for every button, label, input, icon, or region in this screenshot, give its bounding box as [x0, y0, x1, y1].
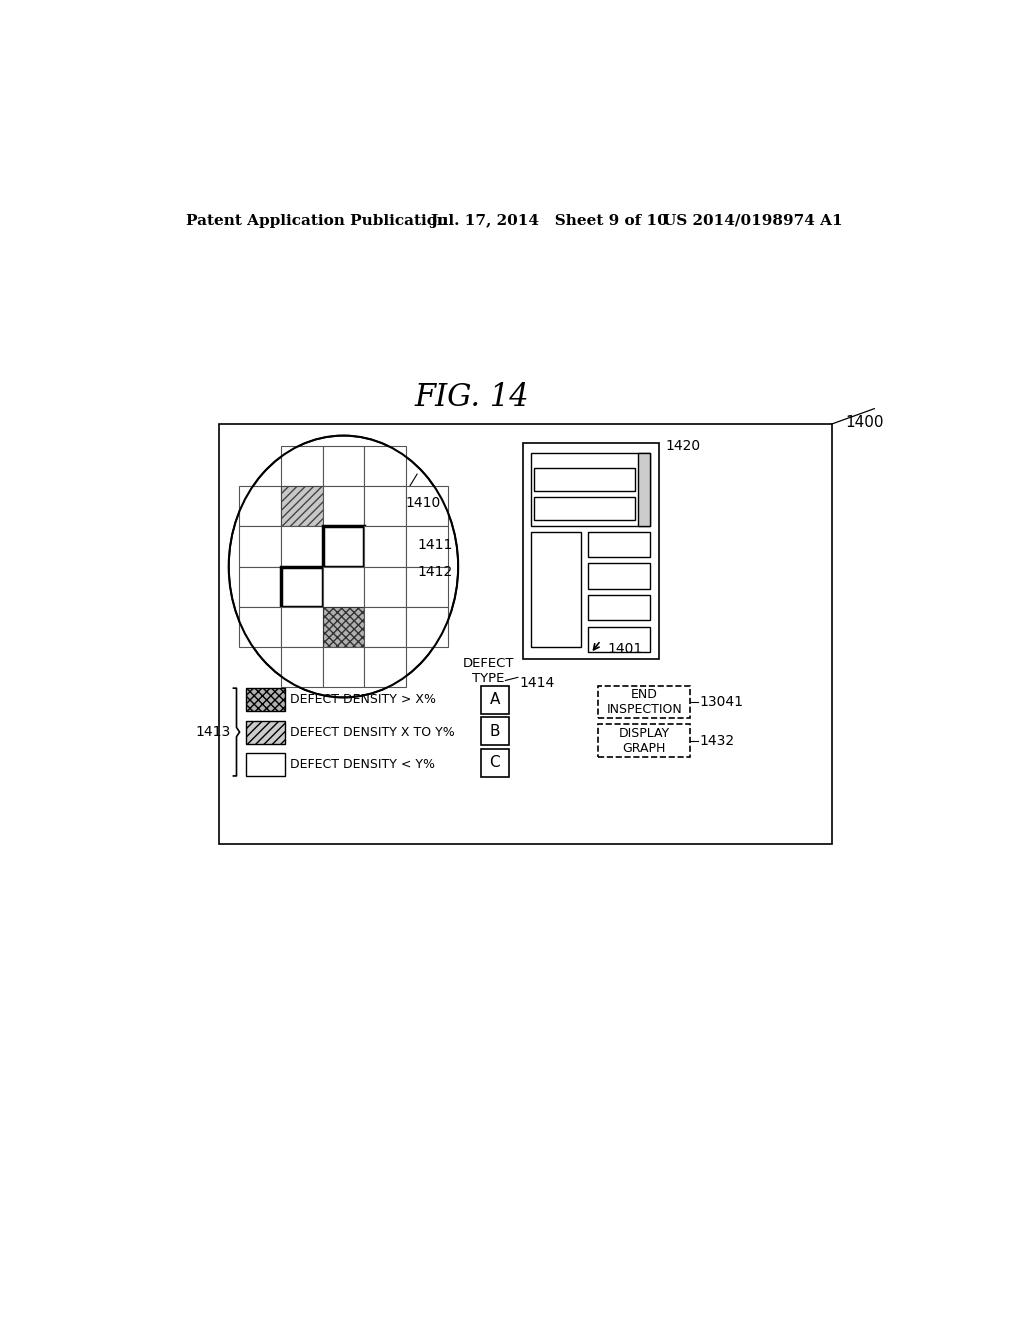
Text: C: C [489, 755, 500, 771]
Text: 1413: 1413 [195, 725, 230, 739]
Bar [323, 647, 365, 686]
Bar [535, 498, 635, 520]
Text: B: B [489, 723, 500, 739]
Bar [365, 527, 407, 566]
Bar [281, 647, 323, 686]
Bar [480, 718, 509, 744]
Bar [323, 446, 365, 487]
Text: 1412: 1412 [417, 565, 453, 579]
Bar [407, 527, 449, 566]
Bar [535, 469, 635, 491]
Bar [365, 446, 407, 487]
Bar [480, 686, 509, 714]
Bar [323, 527, 365, 566]
Bar [598, 686, 690, 718]
Bar [407, 607, 449, 647]
Text: 1400: 1400 [846, 414, 884, 430]
Text: US 2014/0198974 A1: US 2014/0198974 A1 [663, 214, 843, 228]
Bar [281, 487, 323, 527]
Bar [588, 595, 649, 620]
Text: 13041: 13041 [699, 696, 743, 709]
Bar [239, 566, 281, 607]
Bar [281, 446, 323, 487]
Text: A: A [489, 692, 500, 708]
Bar [588, 532, 649, 557]
Bar [638, 453, 649, 525]
Bar [239, 527, 281, 566]
Bar [239, 487, 281, 527]
Bar [480, 748, 509, 776]
Text: 1420: 1420 [665, 440, 700, 454]
Bar [323, 487, 365, 527]
Ellipse shape [228, 436, 458, 697]
Bar [531, 532, 582, 647]
Bar [246, 721, 285, 743]
Bar [365, 566, 407, 607]
Text: DEFECT DENSITY < Y%: DEFECT DENSITY < Y% [290, 758, 435, 771]
Bar [281, 566, 323, 607]
Bar [365, 647, 407, 686]
Bar [365, 487, 407, 527]
Text: DEFECT
TYPE: DEFECT TYPE [463, 657, 514, 685]
Bar [219, 424, 831, 843]
Text: 1414: 1414 [519, 676, 555, 690]
Text: 1411: 1411 [417, 539, 453, 552]
Bar [588, 564, 649, 589]
Bar [246, 752, 285, 776]
Bar [281, 527, 323, 566]
Bar [365, 607, 407, 647]
Bar [531, 453, 649, 525]
Bar [281, 607, 323, 647]
Text: DISPLAY
GRAPH: DISPLAY GRAPH [618, 726, 670, 755]
Bar [323, 566, 365, 607]
Text: Patent Application Publication: Patent Application Publication [186, 214, 449, 228]
Text: Jul. 17, 2014   Sheet 9 of 10: Jul. 17, 2014 Sheet 9 of 10 [430, 214, 668, 228]
Text: 1410: 1410 [406, 496, 440, 510]
Bar [407, 566, 449, 607]
Bar [246, 688, 285, 711]
Text: DEFECT DENSITY > X%: DEFECT DENSITY > X% [290, 693, 436, 706]
Text: 1432: 1432 [699, 734, 734, 747]
Text: END
INSPECTION: END INSPECTION [606, 688, 682, 715]
Text: FIG. 14: FIG. 14 [415, 381, 529, 413]
Bar [523, 444, 658, 659]
Text: 1401: 1401 [607, 642, 642, 656]
Bar [323, 607, 365, 647]
Text: DEFECT DENSITY X TO Y%: DEFECT DENSITY X TO Y% [290, 726, 455, 739]
Bar [588, 627, 649, 652]
Bar [598, 725, 690, 756]
Bar [407, 487, 449, 527]
Bar [239, 607, 281, 647]
